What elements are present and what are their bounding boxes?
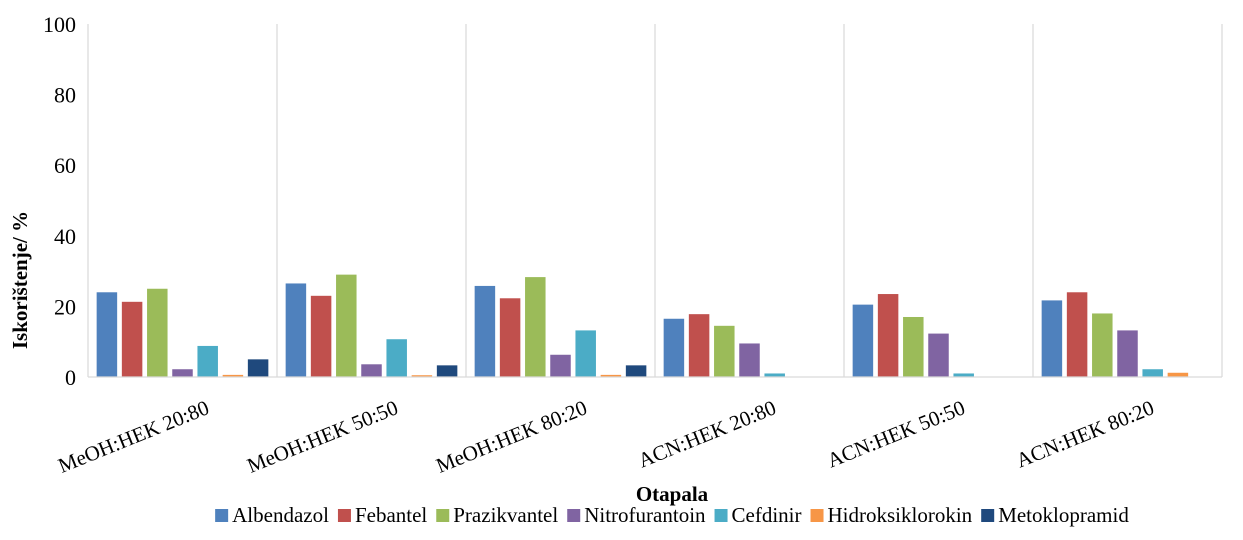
y-axis-title: Iskorištenje/ % bbox=[8, 211, 32, 349]
bar bbox=[1092, 313, 1113, 377]
legend: Albendazol Febantel Prazikvantel Nitrofuran… bbox=[215, 503, 1129, 527]
legend-item: Metoklopramid bbox=[981, 503, 1129, 527]
legend-item: Febantel bbox=[337, 503, 427, 527]
bar bbox=[663, 318, 685, 377]
legend-item: Prazikvantel bbox=[436, 503, 558, 527]
x-axis-title: Otapala bbox=[636, 482, 709, 506]
bar bbox=[600, 374, 622, 377]
x-tick-label: MeOH:HEK 20:80 bbox=[55, 395, 213, 477]
bar bbox=[96, 292, 118, 377]
bar bbox=[361, 364, 382, 377]
bar bbox=[764, 373, 785, 377]
y-tick-label: 0 bbox=[65, 365, 76, 390]
bar bbox=[575, 330, 596, 377]
legend-swatch bbox=[215, 509, 229, 522]
x-tick-label: ACN:HEK 50:50 bbox=[824, 395, 969, 472]
bar bbox=[1167, 372, 1189, 377]
bar bbox=[550, 354, 571, 377]
y-tick-label: 40 bbox=[54, 224, 76, 249]
legend-label: Metoklopramid bbox=[998, 503, 1129, 527]
bar bbox=[285, 283, 307, 377]
legend-label: Febantel bbox=[355, 503, 427, 527]
bar bbox=[953, 373, 974, 377]
y-tick-label: 80 bbox=[54, 83, 76, 108]
bar bbox=[739, 343, 760, 377]
bar bbox=[474, 285, 496, 377]
bar bbox=[688, 314, 710, 377]
bar bbox=[222, 374, 244, 377]
bar bbox=[436, 365, 458, 377]
legend-item: Albendazol bbox=[215, 503, 329, 527]
bar bbox=[1041, 300, 1063, 377]
y-tick-label: 100 bbox=[43, 12, 76, 37]
legend-label: Albendazol bbox=[232, 503, 329, 527]
legend-item: Nitrofurantoin bbox=[567, 503, 706, 527]
bar bbox=[714, 325, 735, 377]
bar bbox=[1117, 330, 1138, 377]
legend-item: Hidroksiklorokin bbox=[810, 503, 973, 527]
legend-label: Nitrofurantoin bbox=[584, 503, 706, 527]
bar bbox=[1142, 369, 1163, 377]
x-tick-label: ACN:HEK 80:20 bbox=[1013, 395, 1158, 472]
x-tick-label: MeOH:HEK 80:20 bbox=[433, 395, 591, 477]
bar bbox=[247, 359, 269, 377]
legend-swatch bbox=[810, 509, 824, 522]
bar bbox=[525, 277, 546, 377]
bar bbox=[336, 274, 357, 377]
bar bbox=[386, 339, 407, 377]
x-tick-label: ACN:HEK 20:80 bbox=[635, 395, 780, 472]
bar bbox=[121, 301, 143, 377]
legend-label: Hidroksiklorokin bbox=[828, 503, 973, 527]
x-tick-label: MeOH:HEK 50:50 bbox=[244, 395, 402, 477]
bar bbox=[172, 369, 193, 377]
bar bbox=[147, 288, 168, 377]
bar bbox=[310, 295, 332, 377]
y-tick-label: 20 bbox=[54, 294, 76, 319]
bar bbox=[1066, 292, 1088, 377]
legend-swatch bbox=[567, 509, 581, 522]
legend-swatch bbox=[981, 509, 995, 522]
legend-swatch bbox=[337, 509, 351, 522]
legend-swatch bbox=[714, 509, 728, 522]
bar bbox=[499, 298, 521, 377]
bar bbox=[928, 333, 949, 377]
bar bbox=[197, 345, 218, 377]
legend-item: Cefdinir bbox=[714, 503, 802, 527]
legend-label: Cefdinir bbox=[732, 503, 802, 527]
bar bbox=[411, 375, 433, 377]
bar bbox=[625, 365, 647, 377]
y-tick-label: 60 bbox=[54, 153, 76, 178]
bar bbox=[852, 304, 874, 377]
legend-label: Prazikvantel bbox=[453, 503, 558, 527]
bar bbox=[877, 294, 899, 377]
bar bbox=[903, 316, 924, 377]
legend-swatch bbox=[436, 509, 450, 522]
